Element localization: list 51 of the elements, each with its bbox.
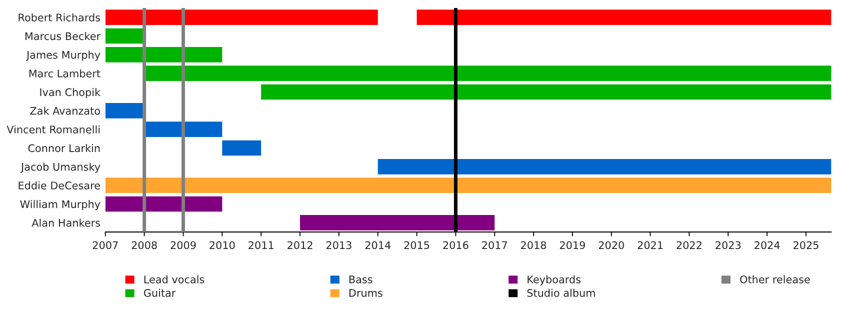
x-tick-label: 2023 (716, 241, 741, 250)
x-tick-label: 2022 (676, 241, 702, 250)
x-tick-label: 2021 (638, 241, 663, 250)
y-tick-label: Jacob Umansky (20, 162, 100, 173)
x-tick-label: 2008 (132, 241, 157, 250)
y-tick-label: Vincent Romanelli (6, 125, 100, 134)
y-tick-label: Connor Larkin (28, 144, 100, 152)
legend-label: Drums (349, 289, 382, 297)
x-tick-label: 2009 (170, 241, 196, 250)
x-tick-label: 2015 (404, 241, 430, 250)
x-tick-label: 2014 (365, 241, 391, 250)
x-tick-label: 2007 (92, 241, 118, 250)
x-tick-label: 2019 (560, 241, 585, 250)
y-tick-label: James Murphy (26, 50, 100, 61)
y-tick-label: Alan Hankers (32, 218, 100, 227)
legend-label: Other release (740, 275, 810, 284)
bar (105, 28, 144, 44)
x-tick-label: 2011 (248, 241, 274, 250)
y-tick-label: Ivan Chopik (40, 88, 101, 98)
y-tick-label: Zak Avanzato (30, 106, 100, 115)
x-tick-label: 2012 (288, 241, 312, 250)
legend-label: Keyboards (528, 275, 581, 286)
x-tick-label: 2017 (482, 241, 507, 250)
y-tick-label: Marc Lambert (29, 69, 100, 78)
bar (105, 10, 378, 25)
bar (378, 159, 832, 174)
bar (416, 10, 832, 25)
x-tick-label: 2016 (443, 241, 468, 250)
bar (222, 140, 262, 156)
legend-label: Guitar (144, 288, 176, 297)
legend-label: Bass (349, 276, 372, 284)
x-tick-label: 2020 (598, 241, 624, 250)
legend-label: Studio album (527, 288, 595, 297)
bar (105, 47, 222, 62)
bar (261, 84, 832, 100)
y-tick-label: Robert Richards (18, 13, 100, 22)
y-tick-label: Marcus Becker (25, 32, 101, 40)
x-tick-label: 2024 (754, 241, 780, 250)
bar (300, 215, 495, 230)
x-tick-label: 2018 (521, 241, 546, 250)
x-tick-label: 2010 (210, 241, 235, 250)
x-tick-label: 2025 (794, 241, 818, 250)
bar (105, 178, 832, 193)
bar (105, 103, 144, 118)
y-tick-label: Eddie DeCesare (18, 181, 100, 190)
x-tick-label: 2013 (326, 241, 352, 250)
legend-label: Lead vocals (144, 275, 204, 284)
bar (105, 196, 222, 212)
y-tick-label: William Murphy (20, 200, 100, 210)
bar (144, 66, 832, 81)
bar (144, 122, 222, 137)
